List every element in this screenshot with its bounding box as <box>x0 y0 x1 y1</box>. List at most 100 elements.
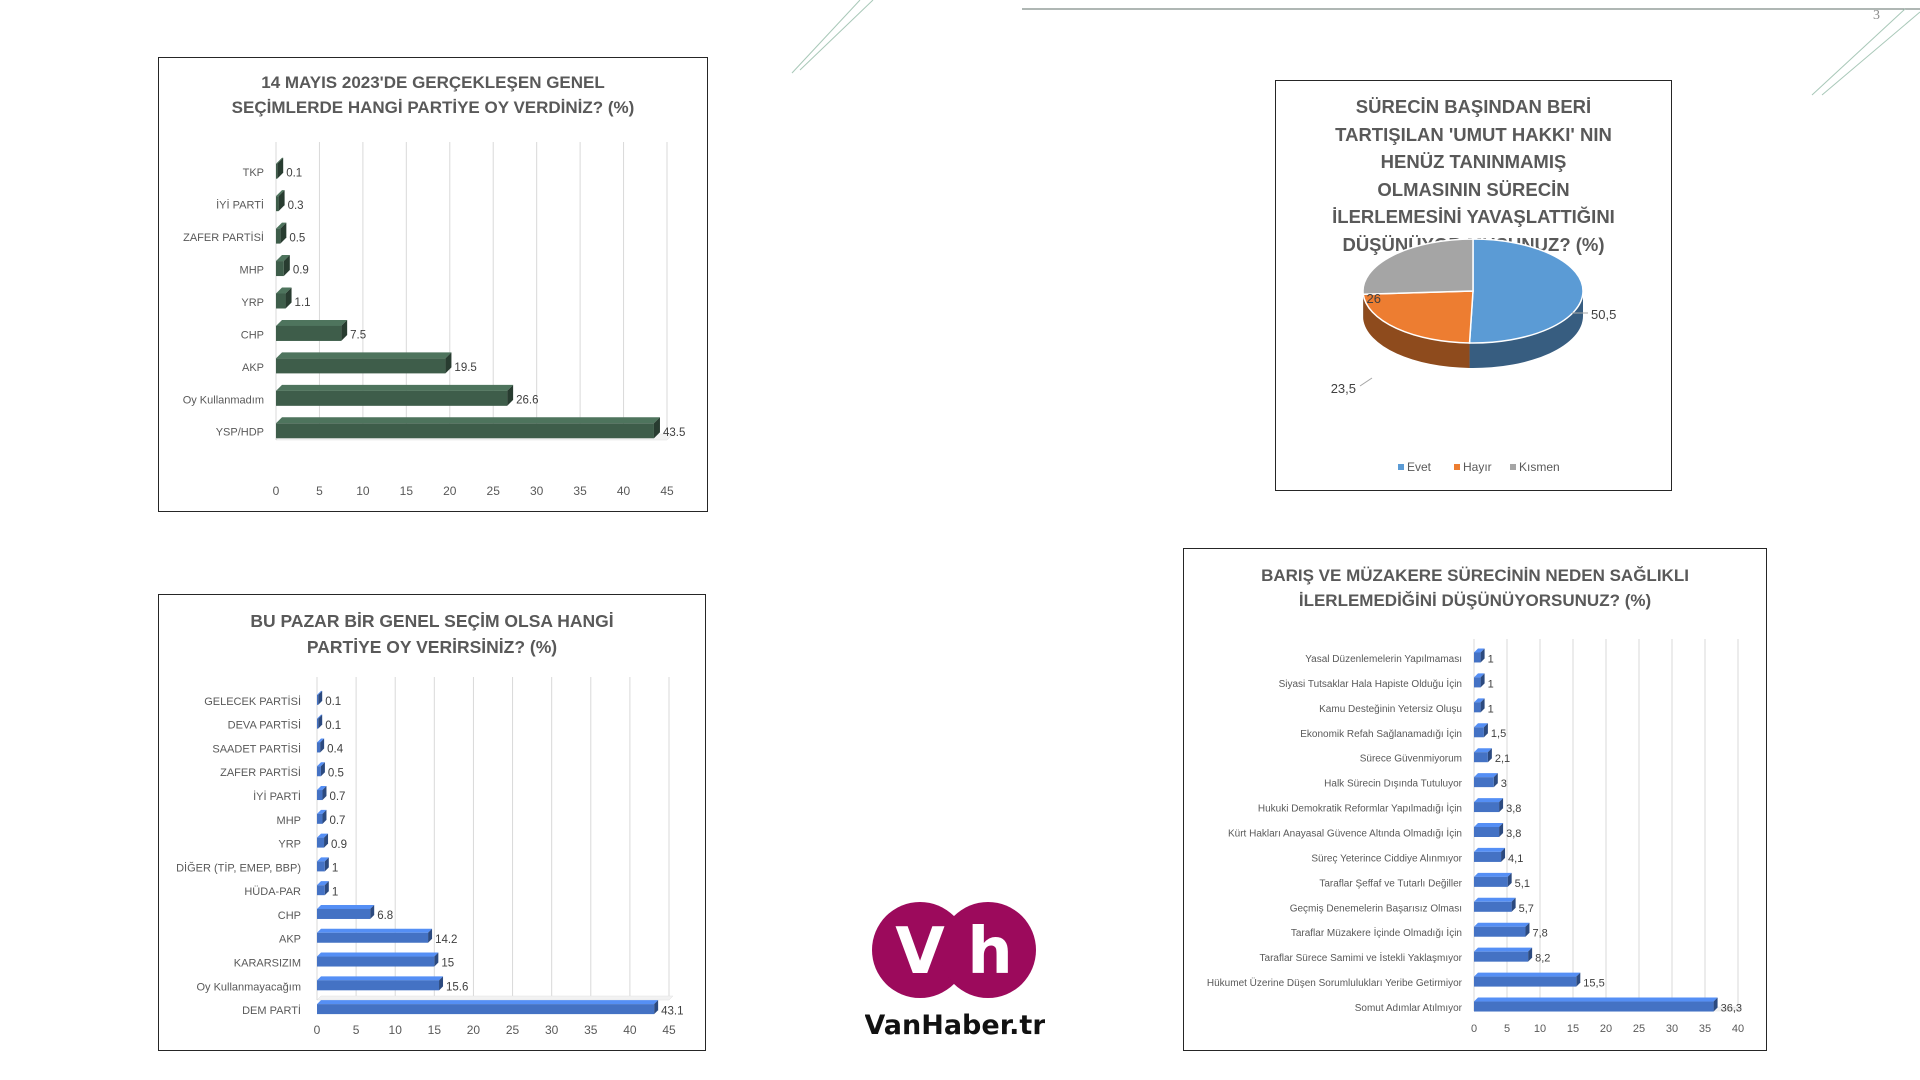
bar <box>276 163 278 179</box>
bar <box>276 293 286 309</box>
bar-top-face <box>276 157 284 164</box>
bar <box>1474 827 1500 837</box>
bar-top-face <box>317 928 433 933</box>
category-label: YRP <box>241 297 264 309</box>
logo-circle-left <box>872 902 968 998</box>
category-label: Kamu Desteğinin Yetersiz Oluşu <box>1319 704 1462 715</box>
bar-side-face <box>653 417 660 439</box>
bar <box>1474 976 1577 987</box>
bar-side-face <box>1507 872 1512 887</box>
category-label: Süreç Yeterince Ciddiye Alınmıyor <box>1311 853 1462 864</box>
chart-title-line: BU PAZAR BİR GENEL SEÇİM OLSA HANGİ <box>250 611 614 631</box>
bar-chart-next-election: 0 5 10 15 20 25 30 35 40 45 GELECEK PARTİSİ 0.1 DEVA… <box>176 677 684 1037</box>
bar-side-face <box>324 833 329 848</box>
bar-top-face <box>317 762 325 767</box>
bar-side-face <box>320 762 325 777</box>
bar-side-face <box>434 952 439 967</box>
category-label: Sürece Güvenmiyorum <box>1360 754 1462 765</box>
data-label: 2,1 <box>1495 753 1510 765</box>
x-tick-label: 15 <box>1567 1023 1579 1035</box>
pie-data-label: 26 <box>1367 291 1381 306</box>
bar <box>1474 652 1481 663</box>
bar-top-face <box>317 786 327 791</box>
pie-slice-side <box>1363 294 1470 368</box>
chart-title-line: SEÇİMLERDE HANGİ PARTİYE OY VERDİNİZ? (%… <box>231 98 635 117</box>
chart-title-line: İLERLEMESİNİ YAVAŞLATTIĞINI <box>1332 206 1615 227</box>
bar-top-face <box>1474 897 1516 902</box>
x-tick-label: 0 <box>273 484 280 498</box>
bar-side-face <box>439 976 444 991</box>
data-label: 7.5 <box>350 330 366 342</box>
category-label: AKP <box>279 934 301 946</box>
bar-top-face <box>1474 698 1485 703</box>
bar-side-face <box>654 1000 659 1015</box>
bar <box>276 358 446 374</box>
data-label: 0.7 <box>329 815 345 827</box>
data-label: 0.1 <box>286 167 302 179</box>
x-tick-label: 40 <box>1732 1023 1744 1035</box>
pie-data-label: 23,5 <box>1331 381 1356 396</box>
data-label: 0.9 <box>293 265 309 277</box>
bar-top-face <box>276 255 290 262</box>
bar-side-face <box>1480 648 1485 663</box>
bar-top-face <box>276 417 660 424</box>
category-label: İYİ PARTİ <box>253 790 301 803</box>
deco-line-1 <box>791 0 861 74</box>
x-tick-label: 20 <box>443 484 457 498</box>
x-tick-label: 15 <box>400 484 414 498</box>
x-tick-label: 0 <box>314 1023 321 1037</box>
category-label: DEM PARTİ <box>242 1004 301 1017</box>
data-label: 14.2 <box>435 934 457 946</box>
data-label: 1 <box>1488 703 1494 715</box>
data-label: 0.5 <box>289 232 305 244</box>
bar <box>317 766 321 777</box>
category-label: MHP <box>277 815 301 827</box>
bar-top-face <box>317 857 329 862</box>
chart-title-line: BARIŞ VE MÜZAKERE SÜRECİNİN NEDEN SAĞLIK… <box>1261 566 1689 585</box>
chart-panel-peace-process: BARIŞ VE MÜZAKERE SÜRECİNİN NEDEN SAĞLIK… <box>1183 548 1767 1051</box>
data-label: 1 <box>1488 678 1494 690</box>
bar <box>317 742 321 753</box>
bar-side-face <box>370 904 375 919</box>
chart-floor <box>316 995 674 1001</box>
bar <box>1474 951 1529 962</box>
bar-side-face <box>507 384 514 406</box>
data-label: 1.1 <box>295 297 311 309</box>
category-label: Kürt Hakları Anayasal Güvence Altında Ol… <box>1228 827 1462 840</box>
data-label: 3,8 <box>1506 828 1521 840</box>
bar-top-face <box>1474 723 1488 728</box>
category-label: Taraflar Sürece Samimi ve İstekli Yaklaş… <box>1260 951 1463 964</box>
data-label: 36,3 <box>1721 1002 1742 1014</box>
data-label: 0.4 <box>327 744 344 756</box>
bar-side-face <box>1525 922 1530 937</box>
category-label: Taraflar Müzakere İçinde Olmadığı İçin <box>1291 926 1462 939</box>
category-label: DEVA PARTİSİ <box>228 719 301 732</box>
bar <box>1474 851 1502 862</box>
x-tick-label: 10 <box>389 1023 403 1037</box>
chart-title-line: İLERLEMEDİĞİNİ DÜŞÜNÜYORSUNUZ? (%) <box>1298 591 1652 610</box>
chart-title: 14 MAYIS 2023'DE GERÇEKLEŞEN GENEL SEÇİM… <box>159 70 707 120</box>
category-label: CHP <box>278 910 301 922</box>
bar-side-face <box>428 928 433 943</box>
bar-side-face <box>285 287 292 309</box>
bar <box>317 813 323 824</box>
x-tick-label: 10 <box>356 484 370 498</box>
bar-top-face <box>1474 648 1485 653</box>
bar-top-face <box>276 222 287 229</box>
bar <box>317 908 371 919</box>
category-label: Yasal Düzenlemelerin Yapılmaması <box>1305 654 1462 665</box>
logo-circle-right <box>940 902 1036 998</box>
legend-label: Hayır <box>1463 460 1492 474</box>
x-tick-label: 30 <box>545 1023 559 1037</box>
bar-side-face <box>1493 773 1498 788</box>
category-label: MHP <box>240 265 264 277</box>
x-tick-label: 5 <box>316 484 323 498</box>
bar <box>1474 802 1500 813</box>
leader-line <box>1359 377 1373 387</box>
bar-side-face <box>1480 698 1485 713</box>
x-tick-label: 20 <box>1600 1023 1612 1035</box>
x-tick-label: 40 <box>617 484 631 498</box>
x-tick-label: 30 <box>530 484 544 498</box>
category-label: CHP <box>241 329 264 341</box>
